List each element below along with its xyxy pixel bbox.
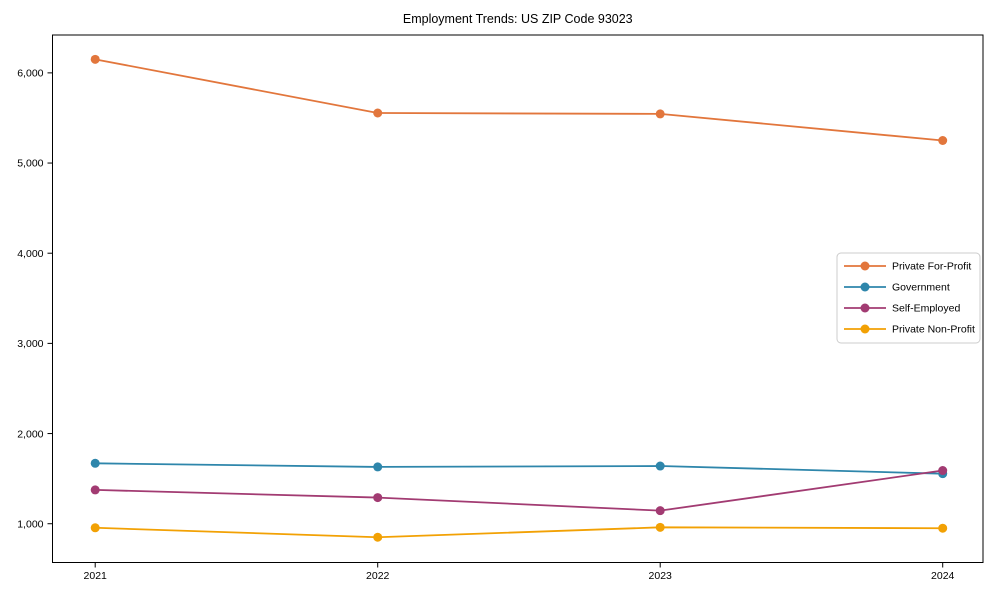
legend-label: Self-Employed: [892, 303, 960, 315]
data-point-marker: [373, 493, 383, 503]
legend-box: [836, 252, 981, 344]
data-point-marker: [938, 523, 948, 533]
y-axis-tick-label: 2,000: [17, 428, 43, 440]
legend-marker-dot: [860, 282, 870, 292]
legend-label: Private Non-Profit: [892, 324, 975, 336]
legend-label: Private For-Profit: [892, 261, 971, 273]
series-line-private-non-profit: [95, 526, 943, 539]
data-point-marker: [655, 506, 665, 516]
data-point-marker: [655, 461, 665, 471]
series-line-self-employed: [95, 469, 943, 512]
y-axis-tick-label: 6,000: [17, 68, 43, 80]
chart-title: Employment Trends: US ZIP Code 93023: [403, 12, 633, 26]
data-point-marker: [373, 462, 383, 472]
data-point-marker: [938, 466, 948, 476]
y-axis-tick-label: 4,000: [17, 248, 43, 260]
legend-label: Government: [892, 282, 950, 294]
x-axis-tick-label: 2022: [366, 570, 390, 582]
x-axis-tick-label: 2021: [84, 570, 108, 582]
data-point-marker: [90, 485, 100, 495]
x-axis-tick-label: 2024: [931, 570, 955, 582]
data-point-marker: [655, 522, 665, 532]
x-axis-tick-label: 2023: [649, 570, 673, 582]
y-axis-tick-label: 5,000: [17, 158, 43, 170]
legend-marker-dot: [860, 324, 870, 334]
data-point-marker: [655, 109, 665, 119]
plot-border: [52, 34, 984, 563]
data-point-marker: [90, 523, 100, 533]
series-line-government: [95, 462, 943, 475]
series-line-private-for-profit: [95, 58, 943, 142]
legend-marker-dot: [860, 303, 870, 313]
y-axis-tick-label: 1,000: [17, 518, 43, 530]
legend-marker-dot: [860, 261, 870, 271]
data-point-marker: [938, 136, 948, 145]
data-point-marker: [373, 108, 383, 118]
data-point-marker: [90, 458, 100, 468]
data-point-marker: [373, 532, 383, 542]
data-point-marker: [90, 54, 100, 64]
y-axis-tick-label: 3,000: [17, 338, 43, 350]
